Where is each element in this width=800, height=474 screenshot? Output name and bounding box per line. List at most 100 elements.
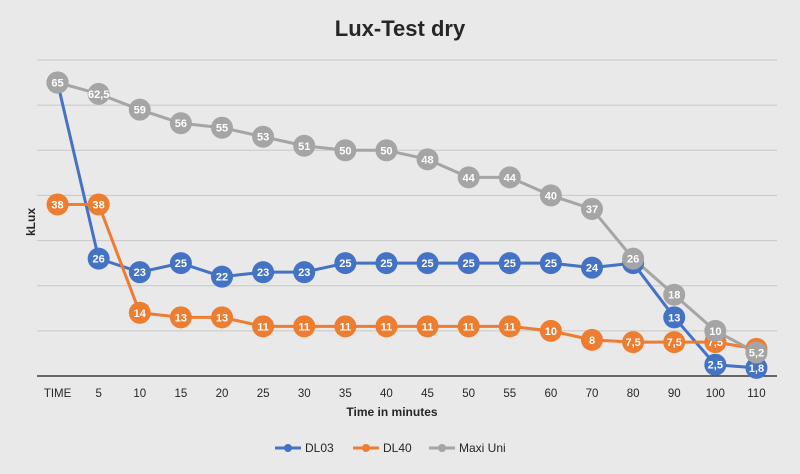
data-point-maxi-uni <box>581 197 603 220</box>
x-tick-label: 35 <box>339 388 352 400</box>
legend-item-dl03: DL03 <box>275 441 334 455</box>
data-label-dl40: 14 <box>134 308 147 320</box>
data-label-dl40: 10 <box>545 326 557 338</box>
data-label-dl40: 11 <box>298 321 310 333</box>
x-axis-title: Time in minutes <box>346 405 437 419</box>
series-markers: 2623252223232525252525252425132,51,83838… <box>46 71 768 379</box>
data-point-dl40 <box>46 193 69 216</box>
data-point-dl40 <box>252 315 275 338</box>
data-label-dl40: 38 <box>51 199 63 211</box>
data-point-dl03 <box>87 247 110 270</box>
x-tick-label: 15 <box>174 388 187 400</box>
data-point-dl03 <box>128 261 151 284</box>
data-point-dl03 <box>457 252 480 275</box>
data-label-dl03: 25 <box>545 258 557 270</box>
data-point-maxi-uni <box>704 319 727 342</box>
legend-label: DL40 <box>383 441 412 455</box>
data-point-dl40 <box>293 315 316 338</box>
data-point-dl03 <box>252 261 275 284</box>
data-point-dl40 <box>416 315 439 338</box>
x-tick-label: 50 <box>462 388 475 400</box>
data-label-maxi-uni: 55 <box>216 123 228 135</box>
legend: DL03 DL40 Maxi Uni <box>275 441 506 455</box>
x-tick-label: 5 <box>95 388 101 400</box>
data-point-dl40 <box>663 331 686 354</box>
data-label-maxi-uni: 48 <box>421 154 433 166</box>
data-point-maxi-uni <box>622 247 645 270</box>
x-tick-label: 25 <box>257 388 270 400</box>
x-tick-label: 40 <box>380 388 393 400</box>
data-label-dl03: 25 <box>175 258 187 270</box>
x-tick-label: 110 <box>747 388 765 400</box>
data-point-maxi-uni <box>457 166 480 189</box>
series-lines <box>56 81 758 370</box>
data-point-dl40 <box>457 315 480 338</box>
data-label-dl40: 7,5 <box>625 337 640 349</box>
data-point-maxi-uni <box>211 116 233 139</box>
data-label-dl40: 11 <box>381 321 393 333</box>
series-line-maxi-uni <box>57 81 758 354</box>
data-label-dl40: 13 <box>175 312 187 324</box>
data-point-dl40 <box>211 306 233 329</box>
data-label-dl03: 25 <box>504 258 516 270</box>
data-point-maxi-uni <box>46 71 69 94</box>
data-label-dl03: 23 <box>134 267 146 279</box>
data-point-dl03 <box>416 252 439 275</box>
chart-title: Lux-Test dry <box>335 16 466 41</box>
data-point-maxi-uni <box>87 82 110 105</box>
x-tick-label: 100 <box>706 388 725 400</box>
data-point-dl40 <box>375 315 398 338</box>
gridlines <box>37 59 777 377</box>
data-point-dl03 <box>498 252 521 275</box>
data-point-dl03 <box>334 252 357 275</box>
data-label-dl03: 25 <box>421 258 433 270</box>
data-point-dl03 <box>581 256 603 279</box>
data-point-dl03 <box>293 261 316 284</box>
data-label-dl03: 25 <box>380 258 392 270</box>
legend-marker <box>284 444 292 452</box>
legend-item-dl40: DL40 <box>353 441 412 455</box>
data-point-maxi-uni <box>663 283 686 306</box>
legend-marker <box>438 444 446 452</box>
data-label-dl40: 8 <box>589 335 595 347</box>
data-label-maxi-uni: 53 <box>257 132 269 144</box>
data-point-maxi-uni <box>498 166 521 189</box>
data-label-maxi-uni: 37 <box>586 204 598 216</box>
data-point-maxi-uni <box>416 148 439 171</box>
data-label-maxi-uni: 5,2 <box>749 348 764 360</box>
x-tick-label: 45 <box>421 388 434 400</box>
legend-item-maxi-uni: Maxi Uni <box>429 441 506 455</box>
data-point-dl03 <box>375 252 398 275</box>
data-point-dl03 <box>169 252 192 275</box>
data-label-maxi-uni: 26 <box>627 254 639 266</box>
y-axis-title: kLux <box>24 208 38 236</box>
x-tick-label: 10 <box>133 388 146 400</box>
data-label-maxi-uni: 51 <box>298 141 310 153</box>
x-tick-label: 70 <box>586 388 599 400</box>
data-point-maxi-uni <box>334 139 357 162</box>
data-point-maxi-uni <box>745 341 768 364</box>
data-label-maxi-uni: 44 <box>463 172 476 184</box>
data-point-dl03 <box>211 265 233 288</box>
legend-marker <box>362 444 370 452</box>
data-point-dl40 <box>498 315 521 338</box>
data-label-dl40: 11 <box>463 321 475 333</box>
data-label-dl03: 22 <box>216 272 228 284</box>
data-label-dl40: 11 <box>257 321 269 333</box>
data-point-dl03 <box>539 252 562 275</box>
legend-label: Maxi Uni <box>459 441 506 455</box>
x-tick-label: TIME <box>44 388 72 400</box>
data-label-dl03: 23 <box>298 267 310 279</box>
data-label-dl40: 11 <box>422 321 434 333</box>
data-label-dl40: 11 <box>340 321 352 333</box>
data-point-maxi-uni <box>169 112 192 135</box>
data-label-dl40: 38 <box>93 199 105 211</box>
data-label-dl03: 25 <box>463 258 475 270</box>
data-point-maxi-uni <box>539 184 562 207</box>
data-label-dl03: 26 <box>93 254 105 266</box>
data-label-maxi-uni: 10 <box>709 326 721 338</box>
data-label-dl40: 7,5 <box>667 337 682 349</box>
x-tick-label: 30 <box>298 388 311 400</box>
